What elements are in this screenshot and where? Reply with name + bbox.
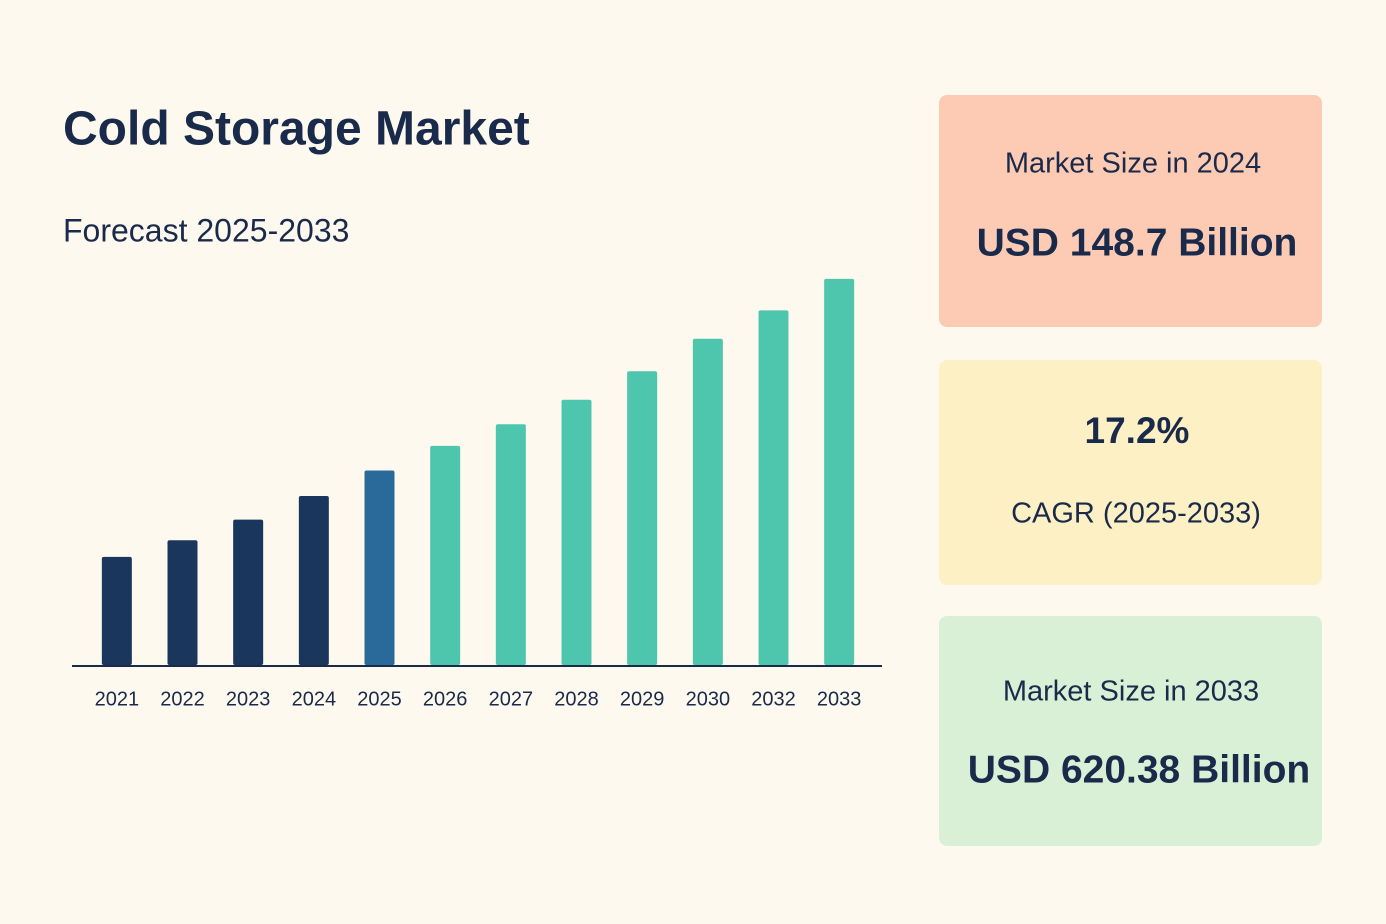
bar [167,540,198,665]
card [939,95,1322,327]
x-tick-label: 2023 [226,688,271,710]
bar [495,424,526,665]
card-value: USD 620.38 Billion [968,748,1310,791]
x-tick-label: 2029 [620,688,665,710]
card-label: Market Size in 2033 [1003,676,1259,708]
x-tick-label: 2032 [751,688,796,710]
bar [561,399,592,665]
x-tick-label: 2026 [423,688,468,710]
bar-chart: 2021 2022 2023 2024 2025 2026 2027 2028 2029 2030… [95,278,862,710]
x-tick-label: 2027 [489,688,534,710]
title: Cold Storage Market [63,103,530,156]
card-label: CAGR (2025-2033) [1011,498,1261,530]
card [939,616,1322,846]
x-tick-label: 2021 [95,688,140,710]
bar [101,556,132,665]
bar [824,278,855,665]
x-tick-label: 2033 [817,688,862,710]
x-tick-label: 2028 [554,688,599,710]
x-tick-label: 2030 [686,688,731,710]
x-tick-label: 2025 [357,688,402,710]
x-tick-label: 2022 [160,688,205,710]
bar [298,496,329,665]
bar [233,519,264,665]
card-value: USD 148.7 Billion [977,221,1298,264]
bar [364,470,395,665]
bar [758,310,789,665]
card [939,360,1322,585]
card-value: 17.2% [1085,410,1190,451]
bar [430,445,461,665]
subtitle: Forecast 2025-2033 [63,212,349,248]
card-label: Market Size in 2024 [1005,148,1261,180]
x-tick-label: 2024 [292,688,337,710]
bar [692,338,723,665]
bar [627,371,658,665]
